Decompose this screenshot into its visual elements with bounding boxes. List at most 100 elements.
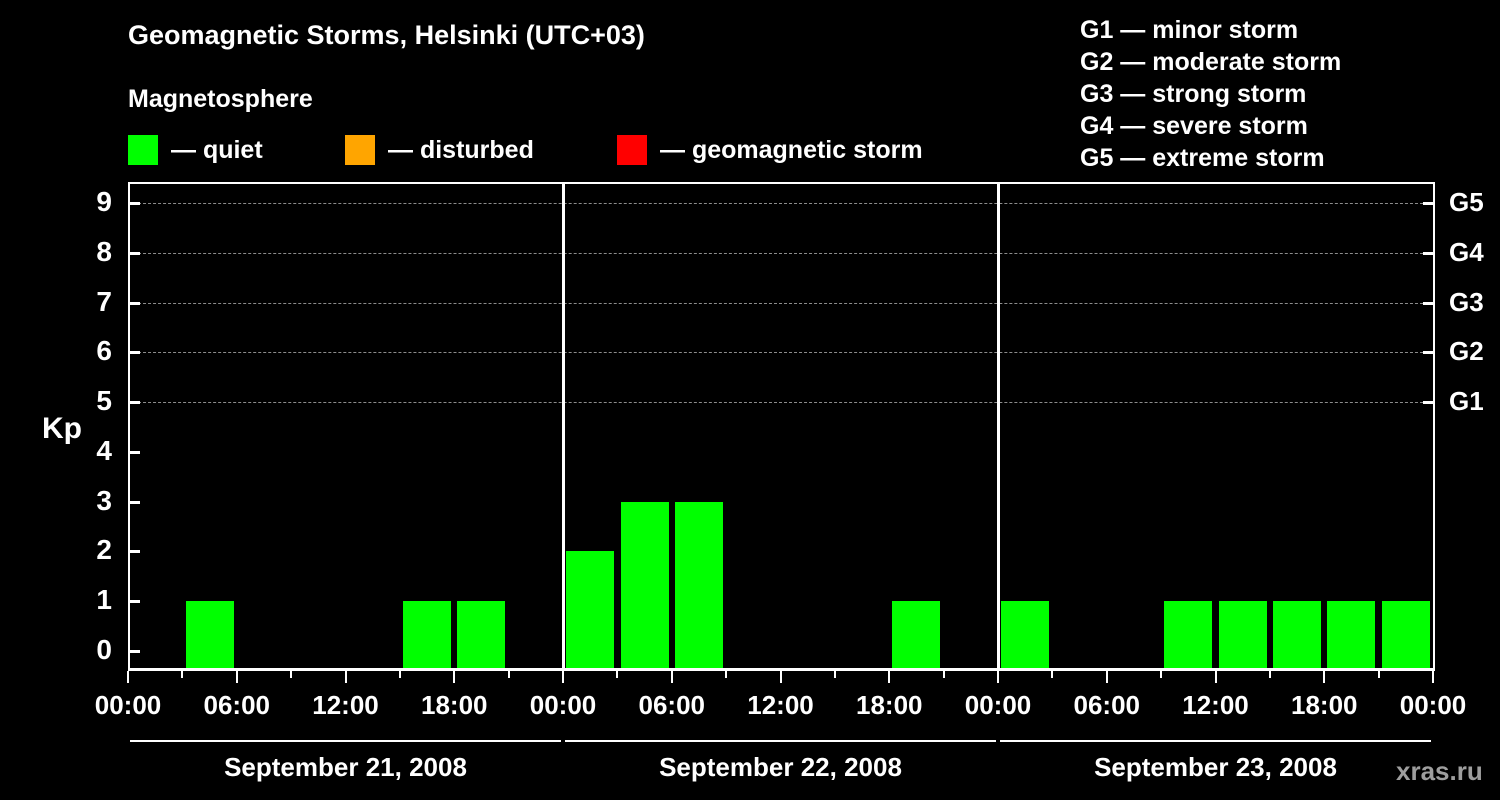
plot-border-bottom xyxy=(128,668,1435,671)
kp-bar-day2-slot2 xyxy=(674,501,723,668)
x-tick-label: 12:00 xyxy=(312,690,379,720)
storm-scale-g5: G5 — extreme storm xyxy=(1080,144,1325,172)
y-tick-7 xyxy=(128,301,140,305)
y-tick-label-6: 6 xyxy=(96,335,112,367)
x-tick xyxy=(1268,671,1271,678)
g-axis-label-G1: G1 xyxy=(1449,386,1484,417)
x-tick-label: 00:00 xyxy=(529,690,597,720)
x-tick xyxy=(1214,671,1217,683)
gridline-kp5 xyxy=(128,402,1433,404)
x-tick xyxy=(888,671,891,683)
day-separator-1 xyxy=(562,182,565,668)
y-tick-4 xyxy=(128,450,140,454)
x-tick xyxy=(344,671,347,683)
legend-disturbed-label: — disturbed xyxy=(388,135,534,164)
y-axis-title: Kp xyxy=(42,412,82,445)
kp-bar-day3-slot6 xyxy=(1327,601,1376,668)
magnetosphere-label: Magnetosphere xyxy=(128,85,313,113)
legend-item-storm: — geomagnetic storm xyxy=(617,134,923,166)
g-axis-label-G5: G5 xyxy=(1449,187,1484,217)
plot-border-left xyxy=(128,182,130,671)
y-tick-0 xyxy=(128,650,140,653)
x-tick xyxy=(398,671,401,678)
x-tick xyxy=(1377,671,1380,678)
x-tick xyxy=(833,671,836,678)
date-label-1: September 21, 2008 xyxy=(224,752,467,782)
x-tick xyxy=(1160,671,1163,678)
page-title: Geomagnetic Storms, Helsinki (UTC+03) xyxy=(128,20,645,50)
plot-border-right xyxy=(1433,182,1435,671)
x-tick-label: 18:00 xyxy=(856,690,923,720)
y-tick-label-5: 5 xyxy=(96,385,112,417)
kp-bar-day2-slot0 xyxy=(566,551,615,668)
y-tick-6 xyxy=(128,351,140,355)
y-tick-1 xyxy=(128,600,140,604)
plot-border-top xyxy=(128,182,1435,184)
storm-scale-g3: G3 — strong storm xyxy=(1080,80,1307,108)
x-tick xyxy=(1105,671,1108,683)
x-tick xyxy=(1432,671,1434,683)
g-tick-G4 xyxy=(1423,251,1435,255)
gridline-kp9 xyxy=(128,203,1433,204)
storm-scale-legend: G1 — minor storm G2 — moderate storm G3 … xyxy=(1080,14,1341,174)
gridline-kp8 xyxy=(128,252,1433,254)
storm-scale-g4: G4 — severe storm xyxy=(1080,112,1308,140)
kp-bar-day2-slot1 xyxy=(620,501,669,668)
kp-bar-day1-slot1 xyxy=(185,601,234,668)
x-tick xyxy=(725,671,728,678)
x-tick xyxy=(779,671,782,683)
x-tick-label: 06:00 xyxy=(638,690,706,720)
g-axis-label-G2: G2 xyxy=(1449,336,1484,367)
legend-item-quiet: — quiet xyxy=(128,134,263,166)
date-label-2: September 22, 2008 xyxy=(659,752,902,782)
y-tick-5 xyxy=(128,401,140,405)
date-label-3: September 23, 2008 xyxy=(1094,752,1337,782)
kp-bar-day1-slot6 xyxy=(457,601,506,668)
watermark: xras.ru xyxy=(1396,756,1483,786)
x-tick-label: 12:00 xyxy=(747,690,814,720)
kp-bar-day3-slot7 xyxy=(1381,601,1430,668)
g-axis-label-G3: G3 xyxy=(1449,286,1484,317)
y-tick-label-0: 0 xyxy=(96,634,112,665)
x-tick xyxy=(562,671,564,683)
legend-item-disturbed: — disturbed xyxy=(345,134,534,166)
x-tick-label: 12:00 xyxy=(1182,690,1249,720)
kp-bar-day3-slot3 xyxy=(1164,601,1213,668)
y-tick-label-7: 7 xyxy=(96,285,112,317)
y-tick-label-9: 9 xyxy=(96,186,112,217)
x-tick xyxy=(1323,671,1326,683)
x-tick xyxy=(616,671,619,678)
kp-bar-day3-slot0 xyxy=(1001,601,1050,668)
y-tick-9 xyxy=(128,202,140,205)
x-tick-label: 00:00 xyxy=(964,690,1032,720)
x-tick xyxy=(453,671,456,683)
kp-bar-day3-slot4 xyxy=(1218,601,1267,668)
g-axis-label-G4: G4 xyxy=(1449,236,1484,267)
x-tick-label-final: 00:00 xyxy=(1399,690,1467,720)
g-tick-G2 xyxy=(1423,351,1435,355)
y-tick-label-3: 3 xyxy=(96,484,112,516)
x-tick xyxy=(127,671,129,683)
x-tick xyxy=(507,671,510,678)
g-tick-G3 xyxy=(1423,301,1435,305)
date-underline-2 xyxy=(565,740,996,742)
x-tick-label: 18:00 xyxy=(421,690,488,720)
x-tick xyxy=(670,671,673,683)
x-tick xyxy=(235,671,238,683)
date-underline-3 xyxy=(1000,740,1431,742)
x-tick xyxy=(1051,671,1054,678)
y-tick-label-2: 2 xyxy=(96,534,112,566)
x-tick xyxy=(997,671,999,683)
y-tick-3 xyxy=(128,500,140,504)
y-tick-label-1: 1 xyxy=(96,584,112,616)
kp-bar-day1-slot5 xyxy=(403,601,452,668)
y-tick-8 xyxy=(128,251,140,255)
kp-bar-day3-slot5 xyxy=(1273,601,1322,668)
y-tick-label-8: 8 xyxy=(96,235,112,267)
storm-scale-g1: G1 — minor storm xyxy=(1080,16,1299,44)
x-tick-label: 00:00 xyxy=(94,690,162,720)
x-tick-label: 18:00 xyxy=(1291,690,1358,720)
day-separator-2 xyxy=(997,182,1000,668)
